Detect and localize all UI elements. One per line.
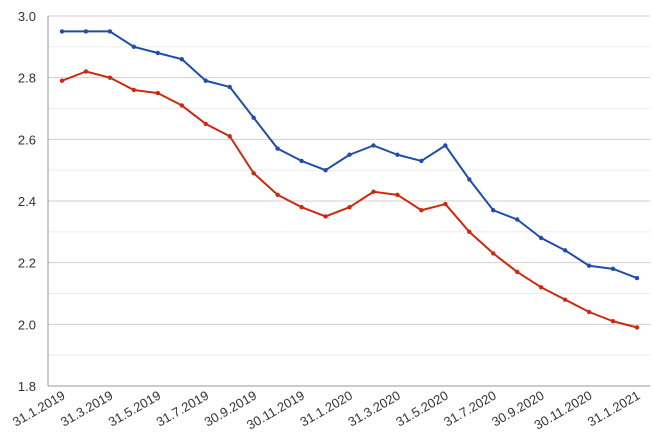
series-1-point [60,29,64,33]
x-tick-label: 31.5.2019 [106,388,164,430]
series-1-point [635,276,639,280]
series-1-point [563,248,567,252]
series-2-point [228,134,232,138]
series-2-point [371,190,375,194]
series-2-point [539,285,543,289]
series-2-point [156,91,160,95]
series-1-point [419,159,423,163]
series-2-point [180,103,184,107]
x-tick-label: 31.3.2019 [58,388,116,430]
series-2-point [563,297,567,301]
grid-lines [48,16,650,355]
series-2-point [395,193,399,197]
series-2-point [323,214,327,218]
y-tick-label: 2.8 [18,71,36,86]
series-2-point [204,122,208,126]
series-2-point [467,230,471,234]
x-tick-label: 31.1.2021 [585,388,643,430]
series-1-point [467,177,471,181]
series-1 [60,29,639,280]
series-2-point [275,193,279,197]
series-1-point [491,208,495,212]
series-2-point [611,319,615,323]
series-1-point [108,29,112,33]
series-1-point [395,153,399,157]
x-tick-labels: 31.1.201931.3.201931.5.201931.7.201930.9… [10,388,643,433]
series-1-point [132,45,136,49]
y-tick-label: 2.4 [18,194,36,209]
y-tick-label: 2.0 [18,317,36,332]
series-1-point [84,29,88,33]
x-tick-label: 31.3.2020 [345,388,403,430]
series-2-point [108,75,112,79]
x-tick-label: 31.7.2020 [441,388,499,430]
series-1-point [587,264,591,268]
series-1-point [204,79,208,83]
x-tick-label: 31.7.2019 [154,388,212,430]
series-1-point [323,168,327,172]
series-2-point [419,208,423,212]
series-2-point [515,270,519,274]
series-2-line [62,72,637,328]
series-lines [60,29,639,329]
series-1-point [180,57,184,61]
series-2-point [443,202,447,206]
y-tick-label: 3.0 [18,9,36,24]
series-2-point [84,69,88,73]
series-1-point [611,267,615,271]
y-tick-label: 2.6 [18,132,36,147]
series-1-point [299,159,303,163]
x-tick-label: 31.5.2020 [393,388,451,430]
series-2-point [491,251,495,255]
series-1-point [228,85,232,89]
series-1-point [371,143,375,147]
series-2-point [347,205,351,209]
x-tick-label: 31.1.2020 [297,388,355,430]
series-1-point [443,143,447,147]
series-2-point [587,310,591,314]
series-2-point [299,205,303,209]
series-1-point [156,51,160,55]
y-tick-label: 1.8 [18,379,36,394]
series-2-point [132,88,136,92]
series-1-point [275,146,279,150]
series-2-point [60,79,64,83]
series-1-point [251,116,255,120]
series-1-point [539,236,543,240]
y-tick-labels: 1.8 2.0 2.2 2.4 2.6 2.8 3.0 [18,9,36,394]
series-2-point [251,171,255,175]
y-tick-label: 2.2 [18,256,36,271]
series-1-point [515,217,519,221]
series-2-point [635,325,639,329]
series-1-point [347,153,351,157]
